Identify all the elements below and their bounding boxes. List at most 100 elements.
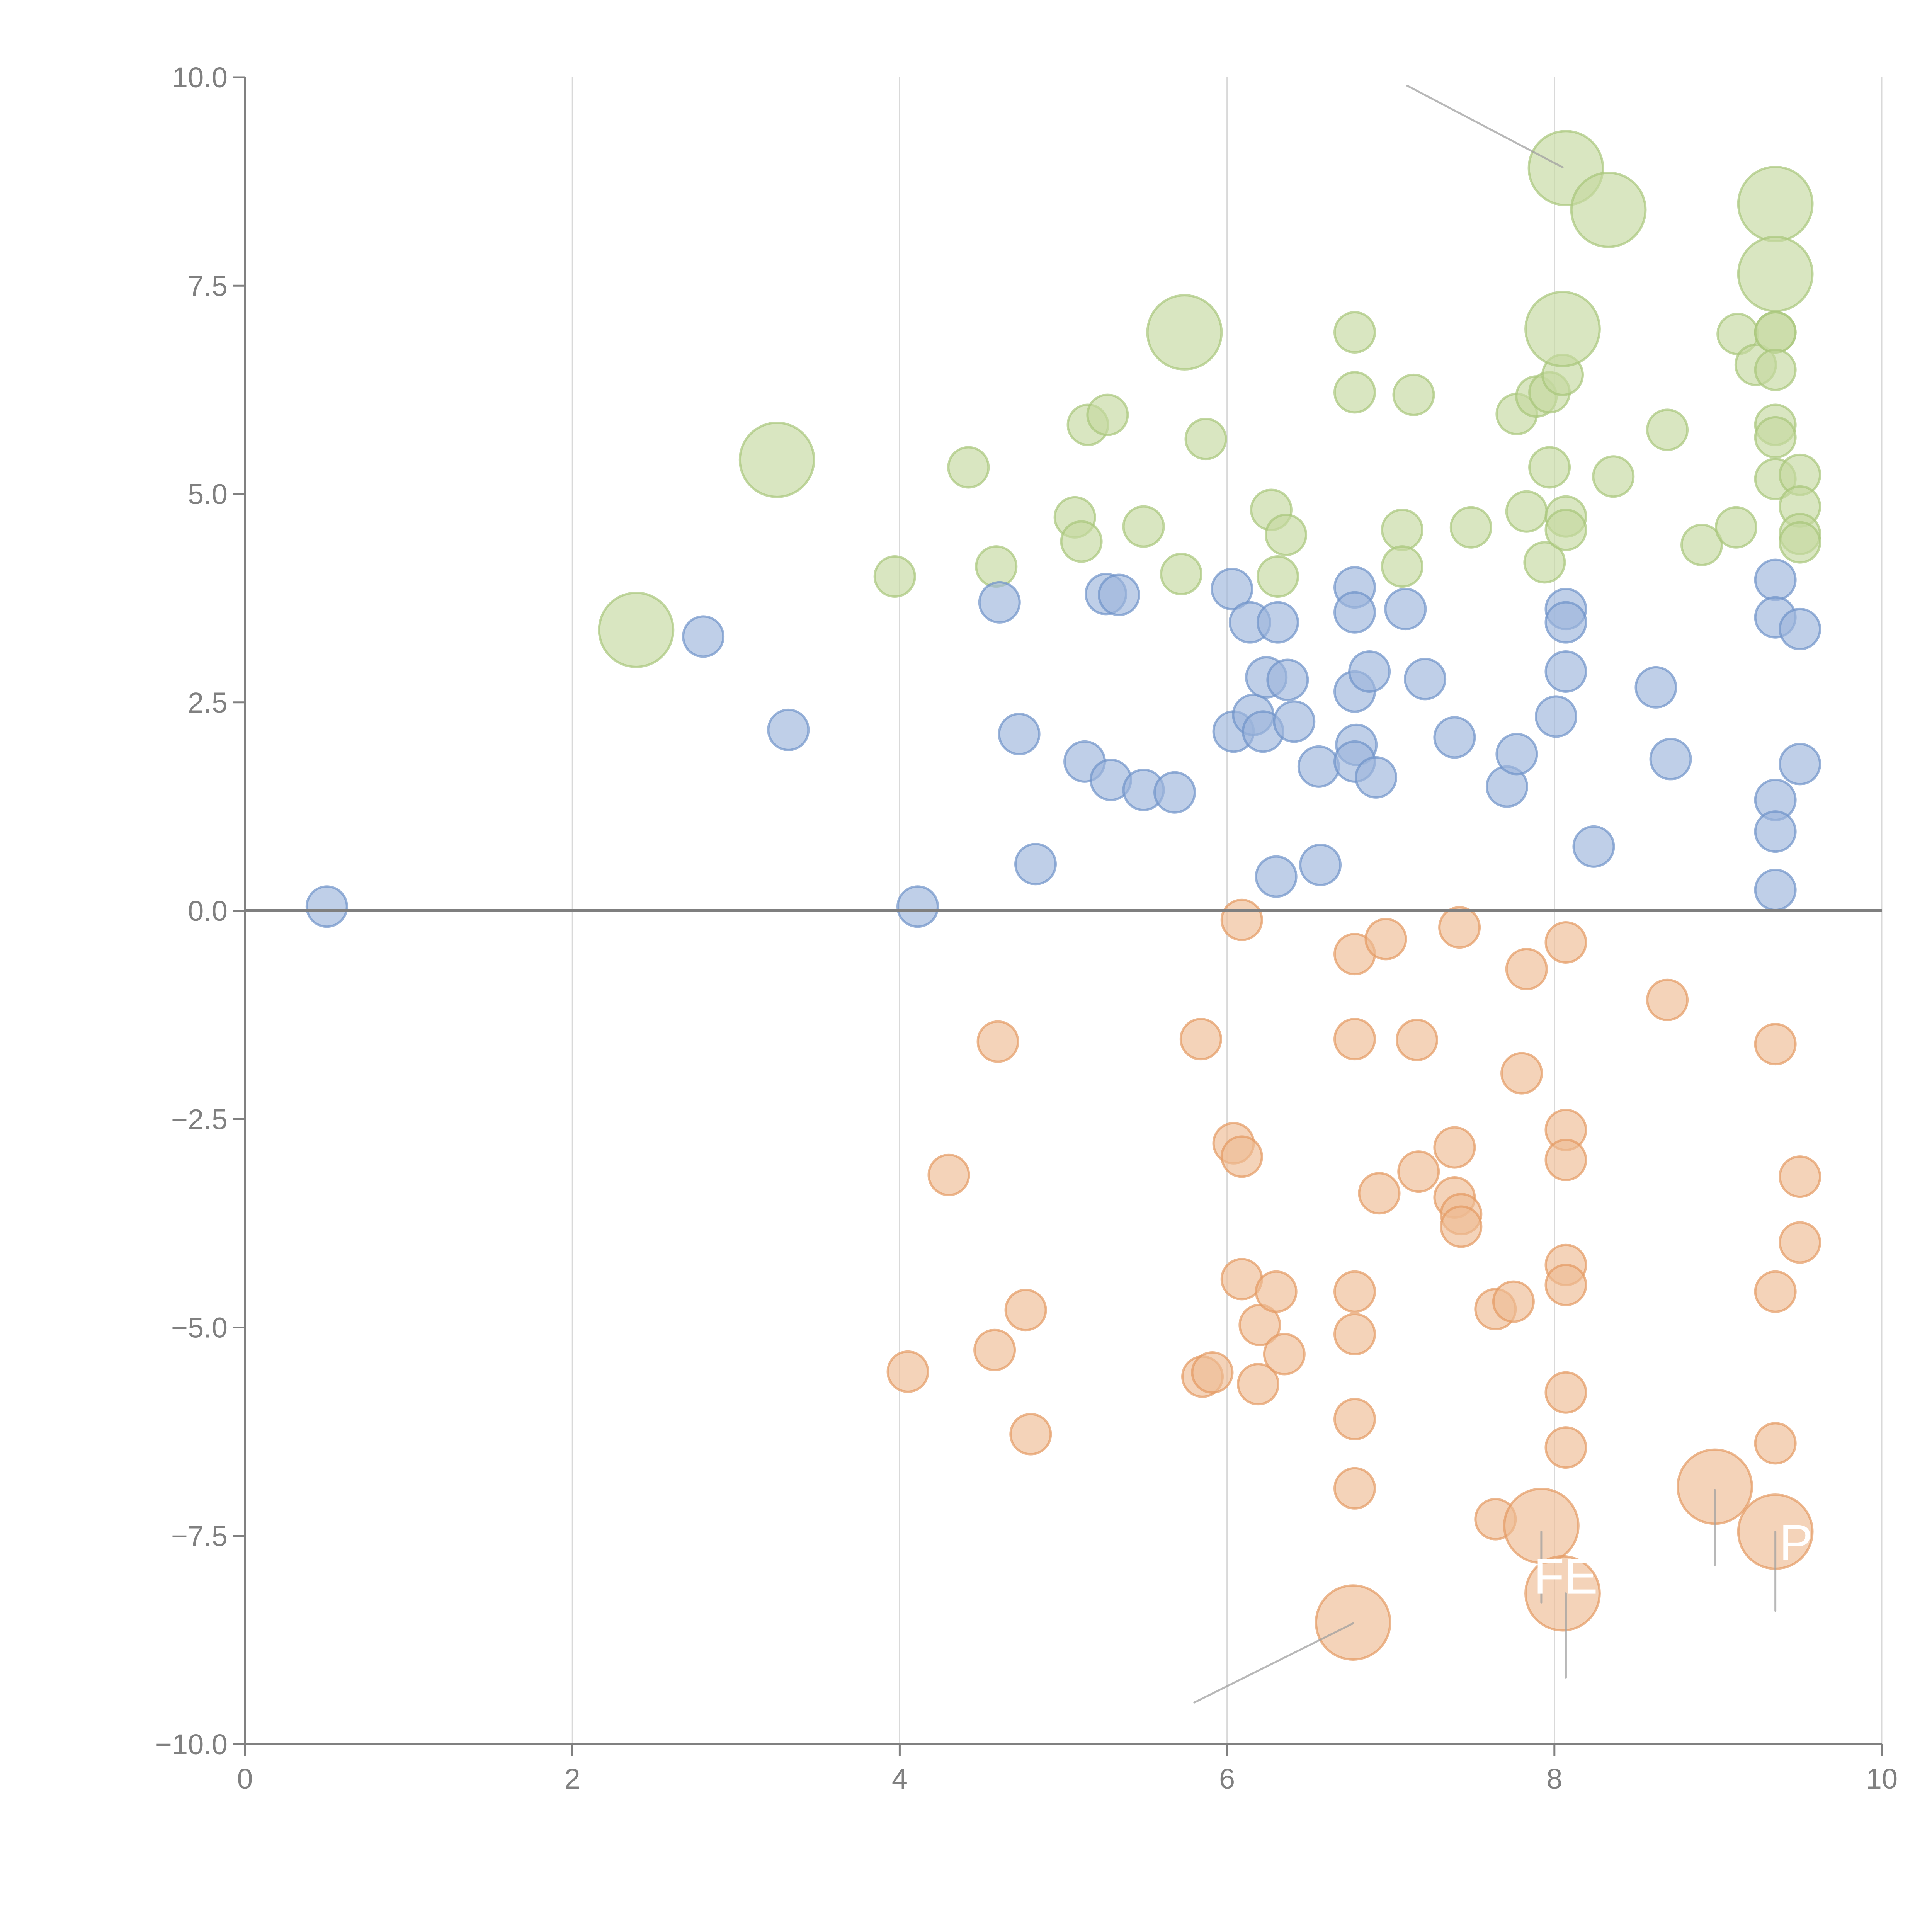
bubble-orange: [1333, 1467, 1376, 1510]
bubble-orange: [1004, 1289, 1047, 1332]
bubble-orange: [1237, 1363, 1280, 1406]
bubble-blue: [1333, 591, 1376, 634]
x-tick-label: 2: [565, 1763, 580, 1795]
bubble-blue: [682, 615, 725, 658]
bubble-orange: [1438, 906, 1481, 949]
bubble-blue: [1384, 588, 1427, 631]
y-tick-label: −7.5: [171, 1520, 228, 1552]
bubble-green: [1524, 291, 1601, 367]
x-tick-label: 8: [1546, 1763, 1562, 1795]
bubble-green: [1592, 455, 1635, 498]
bubble-green: [1381, 545, 1423, 588]
bubble-orange: [1754, 1023, 1797, 1066]
bubble-blue: [1495, 733, 1538, 776]
leader-line: [1406, 85, 1564, 168]
bubble-blue: [1256, 601, 1299, 644]
bubble-green: [1646, 408, 1689, 451]
bubble-blue: [896, 885, 939, 928]
bubble-orange: [1220, 898, 1263, 941]
bubble-green: [1528, 446, 1571, 489]
bubble-orange: [1009, 1413, 1052, 1456]
bubble-blue: [1273, 700, 1316, 743]
bubble-blue: [1014, 843, 1057, 886]
bubble-green: [738, 422, 815, 498]
bubble-green: [1754, 311, 1797, 354]
bubble-blue: [1098, 573, 1141, 616]
bubble-orange: [1754, 1270, 1797, 1313]
bubble-blue: [1544, 601, 1587, 644]
bubble-blue: [1649, 738, 1692, 781]
bubble-blue: [1544, 650, 1587, 693]
bubble-orange: [1364, 918, 1407, 961]
bubble-green: [1544, 509, 1587, 551]
axes: 10.0 7.5 5.0 2.5 0.0 −2.5 −5.0 −7.5 −10.0 0 2 4 6 8 10: [155, 61, 1898, 1795]
bubble-blue: [1404, 658, 1447, 701]
bubble-blue: [1779, 743, 1821, 786]
y-tick-label: −2.5: [171, 1103, 228, 1135]
bubble-orange: [1544, 921, 1587, 964]
bubble-green: [975, 545, 1018, 588]
annotations: FE PI?: [1534, 1514, 1855, 1604]
bubble-green: [1737, 165, 1814, 242]
bubble-blue: [1535, 695, 1578, 738]
y-tick-label: 5.0: [188, 478, 228, 510]
bubble-blue: [1153, 771, 1196, 814]
bubble-orange: [1544, 1426, 1587, 1469]
bubble-orange: [1779, 1155, 1821, 1198]
bubble-green: [1333, 311, 1376, 354]
bubble-orange: [976, 1020, 1019, 1063]
bubble-orange: [1524, 1555, 1601, 1632]
bubble-orange: [1333, 1398, 1376, 1440]
bubble-blue: [1355, 756, 1398, 799]
x-tick-label: 4: [892, 1763, 908, 1795]
bubble-green: [1680, 524, 1723, 566]
bubble-blue: [1211, 568, 1253, 611]
bubble-green: [1754, 349, 1797, 391]
bubble-orange: [1433, 1126, 1476, 1169]
bubble-orange: [1754, 1422, 1797, 1465]
bubble-green: [873, 555, 916, 598]
bubble-orange: [1505, 947, 1548, 990]
bubble-orange: [927, 1153, 970, 1196]
bubble-blue: [1297, 745, 1340, 788]
bubble-orange: [1397, 1150, 1440, 1193]
bubble-orange: [1492, 1280, 1535, 1323]
bubble-blue: [1255, 855, 1298, 898]
bubble-green: [1523, 541, 1566, 584]
y-tick-label: 0.0: [188, 895, 228, 927]
x-tick-label: 6: [1219, 1763, 1235, 1795]
bubble-green: [1184, 418, 1227, 461]
bubble-green: [947, 446, 990, 489]
y-tick-label: −10.0: [155, 1728, 228, 1760]
x-tick-label: 10: [1866, 1763, 1898, 1795]
bubble-green: [1392, 373, 1435, 416]
leader-line: [1193, 1622, 1354, 1704]
bubble-orange: [1255, 1270, 1298, 1313]
bubble-orange: [1544, 1371, 1587, 1414]
bubble-orange: [1779, 1221, 1821, 1264]
bubble-orange: [973, 1328, 1016, 1371]
x-tick-label: 0: [237, 1763, 253, 1795]
bubble-blue: [305, 885, 348, 928]
bubble-blue: [1754, 869, 1797, 912]
bubble-green: [1060, 520, 1103, 563]
bubble-blue: [978, 581, 1021, 624]
bubble-orange: [1395, 1019, 1438, 1061]
bubble-blue: [767, 708, 810, 751]
bubble-blue: [1299, 844, 1342, 886]
bubble-orange: [886, 1350, 929, 1393]
bubble-orange: [1333, 1018, 1376, 1061]
bubble-orange: [1220, 1135, 1263, 1178]
bubble-blue: [1754, 810, 1797, 853]
bubble-blue: [1634, 666, 1677, 709]
bubble-green: [1122, 505, 1165, 548]
bubble-blue: [1754, 558, 1797, 601]
bubble-blue: [1779, 607, 1821, 650]
y-tick-label: 7.5: [188, 270, 228, 302]
bubble-orange: [1191, 1351, 1234, 1394]
bubble-blue: [1266, 658, 1309, 701]
bubble-blue: [1572, 825, 1615, 868]
y-tick-label: −5.0: [171, 1312, 228, 1344]
